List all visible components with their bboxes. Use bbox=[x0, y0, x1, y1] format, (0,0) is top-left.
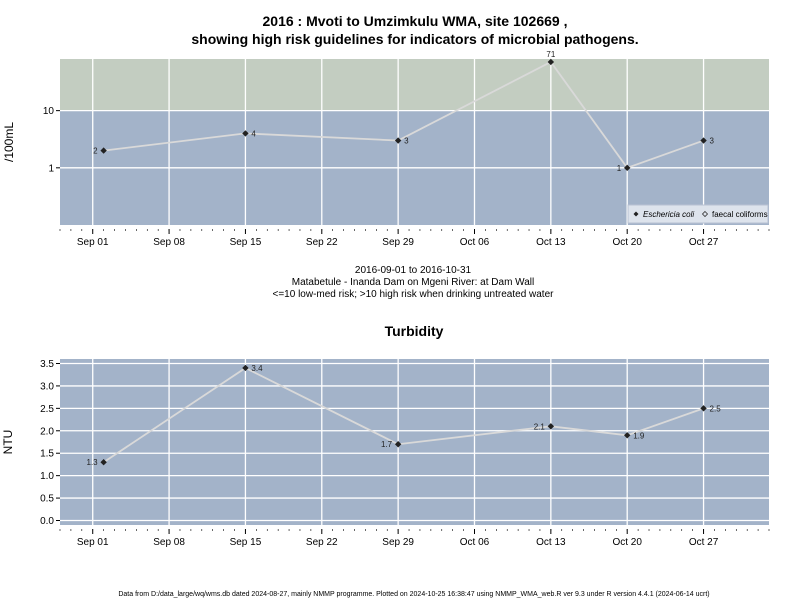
y-axis-label: /100mL bbox=[2, 122, 16, 162]
data-label: 1.7 bbox=[381, 440, 393, 449]
x-tick-label: Oct 13 bbox=[536, 237, 566, 248]
y-tick-label: 10 bbox=[43, 106, 55, 117]
x-tick-label: Sep 08 bbox=[153, 537, 185, 548]
data-point bbox=[700, 137, 707, 144]
y-tick-label: 1.5 bbox=[40, 449, 54, 460]
data-label: 1 bbox=[617, 164, 622, 173]
data-point bbox=[242, 130, 249, 137]
legend-entry: Eschericia coli bbox=[643, 210, 694, 219]
data-point bbox=[100, 147, 107, 154]
y-axis-label: NTU bbox=[1, 430, 15, 455]
data-label: 1.3 bbox=[87, 458, 99, 467]
series-line bbox=[103, 60, 704, 169]
x-tick-label: Oct 20 bbox=[612, 537, 642, 548]
data-point bbox=[624, 164, 631, 172]
y-tick-label: 1.0 bbox=[40, 471, 54, 482]
data-label: 4 bbox=[251, 129, 256, 138]
x-tick-label: Sep 15 bbox=[230, 537, 262, 548]
x-tick-label: Oct 06 bbox=[460, 537, 490, 548]
x-tick-label: Sep 22 bbox=[306, 237, 338, 248]
x-tick-label: Oct 06 bbox=[460, 237, 490, 248]
y-tick-label: 1 bbox=[48, 163, 54, 174]
x-tick-label: Sep 15 bbox=[230, 237, 262, 248]
x-tick-label: Sep 01 bbox=[77, 237, 109, 248]
legend-entry: faecal coliforms bbox=[712, 210, 768, 219]
legend: Eschericia coli faecal coliforms bbox=[627, 204, 769, 224]
x-tick-label: Sep 29 bbox=[382, 237, 414, 248]
legend-marker bbox=[701, 210, 709, 218]
data-label: 3.4 bbox=[251, 364, 263, 373]
date-range-text: 2016-09-01 to 2016-10-31 bbox=[355, 265, 472, 276]
data-point bbox=[624, 432, 631, 439]
series-line bbox=[103, 366, 704, 463]
data-label: 71 bbox=[546, 50, 555, 59]
x-tick-label: Sep 01 bbox=[77, 537, 109, 548]
figure-title-line1: 2016 : Mvoti to Umzimkulu WMA, site 1026… bbox=[263, 13, 568, 29]
x-tick-label: Sep 22 bbox=[306, 537, 338, 548]
y-tick-label: 0.5 bbox=[40, 494, 54, 505]
risk-guideline-text: <=10 low-med risk; >10 high risk when dr… bbox=[273, 289, 555, 300]
y-tick-label: 0.0 bbox=[40, 516, 54, 527]
y-tick-label: 3.0 bbox=[40, 381, 54, 392]
microbial-chart: 1 10 Sep 01 Sep 08 Sep 15 Sep 22 Sep 29 Oct 06 O… bbox=[2, 50, 770, 248]
data-point bbox=[100, 458, 107, 466]
data-point bbox=[394, 137, 402, 144]
figure-title-line2: showing high risk guidelines for indicat… bbox=[191, 31, 638, 47]
y-tick-label: 2.5 bbox=[40, 404, 54, 415]
data-point bbox=[547, 423, 555, 430]
y-tick-label: 3.5 bbox=[40, 359, 54, 370]
legend-box bbox=[627, 204, 769, 224]
data-label: 3 bbox=[710, 137, 715, 146]
turbidity-title: Turbidity bbox=[385, 323, 444, 339]
data-point bbox=[547, 58, 555, 66]
legend-marker bbox=[633, 211, 639, 217]
footer-note: Data from D:/data_large/wq/wms.db dated … bbox=[118, 591, 709, 598]
x-tick-label: Sep 08 bbox=[153, 237, 185, 248]
high-risk-band bbox=[60, 59, 769, 111]
site-description-text: Matabetule - Inanda Dam on Mgeni River: … bbox=[292, 277, 535, 288]
y-tick-label: 2.0 bbox=[40, 426, 54, 437]
turbidity-chart: 0.0 0.5 1.0 1.5 2.0 2.5 3.0 3.5 Sep 01 Sep 08 Sep … bbox=[1, 359, 770, 548]
x-tick-label: Oct 20 bbox=[612, 237, 642, 248]
data-label: 2.1 bbox=[534, 422, 546, 431]
data-point bbox=[242, 364, 249, 372]
data-label: 2 bbox=[93, 147, 98, 156]
data-point bbox=[394, 441, 402, 448]
x-tick-label: Oct 13 bbox=[536, 537, 566, 548]
x-tick-label: Oct 27 bbox=[689, 537, 719, 548]
data-label: 1.9 bbox=[633, 431, 645, 440]
x-tick-label: Oct 27 bbox=[689, 237, 719, 248]
x-tick-label: Sep 29 bbox=[382, 537, 414, 548]
data-point bbox=[700, 405, 707, 412]
data-label: 3 bbox=[404, 137, 409, 146]
data-label: 2.5 bbox=[710, 404, 722, 413]
